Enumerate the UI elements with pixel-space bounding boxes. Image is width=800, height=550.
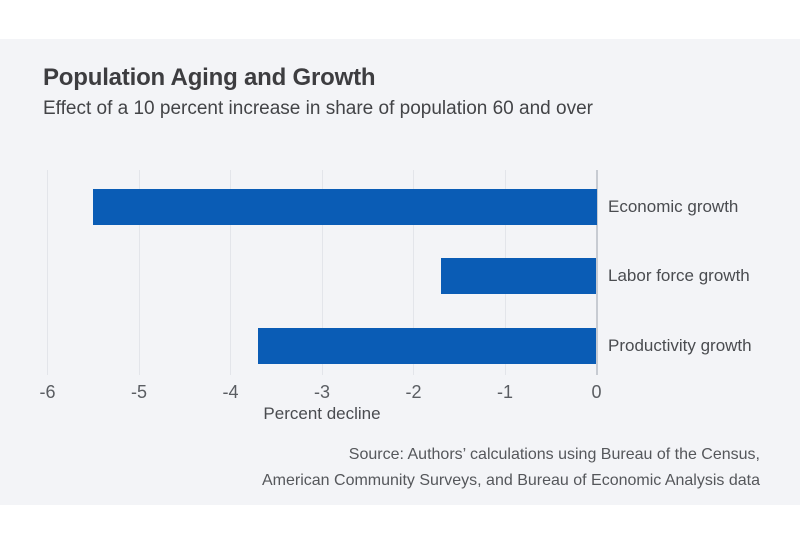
chart-panel xyxy=(0,39,800,505)
x-tick-label: -1 xyxy=(496,382,513,402)
x-tick-label: -2 xyxy=(405,382,422,402)
bar-category-label: Economic growth xyxy=(608,196,739,216)
x-tick-label: -5 xyxy=(130,382,147,402)
gridline xyxy=(230,170,231,375)
chart-subtitle: Effect of a 10 percent increase in share… xyxy=(43,98,593,119)
x-tick-label: -6 xyxy=(39,382,56,402)
data-bar xyxy=(440,258,597,295)
source-note: Source: Authors’ calculations using Bure… xyxy=(262,442,760,494)
x-tick-label: 0 xyxy=(591,382,602,402)
zero-axis-line xyxy=(595,170,598,375)
bar-category-label: Labor force growth xyxy=(608,266,750,286)
source-note-line: Source: Authors’ calculations using Bure… xyxy=(348,446,760,463)
gridline xyxy=(413,170,414,375)
bar-category-label: Productivity growth xyxy=(608,336,752,355)
chart-title: Population Aging and Growth xyxy=(43,64,376,91)
source-note-line: American Community Surveys, and Bureau o… xyxy=(261,472,760,489)
x-tick-label: -3 xyxy=(313,382,330,402)
x-axis-label: Percent decline xyxy=(263,404,381,423)
data-bar xyxy=(257,328,597,364)
data-bar xyxy=(93,188,597,225)
gridline xyxy=(321,170,323,375)
gridline xyxy=(47,170,48,375)
x-tick-label: -4 xyxy=(222,382,239,402)
gridline xyxy=(138,170,140,375)
